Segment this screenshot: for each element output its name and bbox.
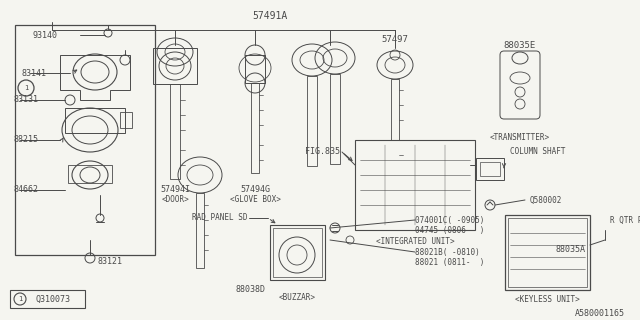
Text: 1: 1 bbox=[24, 85, 28, 91]
Bar bbox=[120, 112, 132, 128]
Text: 83121: 83121 bbox=[97, 258, 122, 267]
Text: 074001C( -0905): 074001C( -0905) bbox=[415, 215, 484, 225]
Text: 88035E: 88035E bbox=[504, 41, 536, 50]
Bar bbox=[391, 79, 399, 169]
Text: A580001165: A580001165 bbox=[575, 308, 625, 317]
Bar bbox=[270, 225, 325, 280]
Text: 1: 1 bbox=[18, 296, 22, 302]
Bar bbox=[307, 76, 317, 166]
Bar bbox=[245, 55, 265, 83]
Text: 57494G: 57494G bbox=[240, 186, 270, 195]
Text: 84662: 84662 bbox=[13, 186, 38, 195]
Bar bbox=[476, 158, 504, 180]
Text: Q310073: Q310073 bbox=[35, 294, 70, 303]
Text: COLUMN SHAFT: COLUMN SHAFT bbox=[509, 148, 565, 156]
Text: 88035A: 88035A bbox=[555, 245, 585, 254]
Text: 83131: 83131 bbox=[13, 95, 38, 105]
Text: RAD PANEL SD: RAD PANEL SD bbox=[193, 213, 248, 222]
Text: <GLOVE BOX>: <GLOVE BOX> bbox=[230, 196, 280, 204]
Text: 57491A: 57491A bbox=[252, 11, 287, 21]
Text: 88021B( -0810): 88021B( -0810) bbox=[415, 247, 480, 257]
Bar bbox=[355, 140, 475, 230]
Text: <TRANSMITTER>: <TRANSMITTER> bbox=[490, 133, 550, 142]
Text: 57497: 57497 bbox=[381, 36, 408, 44]
Text: 83141: 83141 bbox=[22, 68, 47, 77]
Bar bbox=[196, 193, 204, 268]
Bar bbox=[273, 228, 322, 277]
Text: FIG.835: FIG.835 bbox=[305, 148, 340, 156]
Bar bbox=[15, 25, 155, 255]
Text: <INTEGRATED UNIT>: <INTEGRATED UNIT> bbox=[376, 237, 454, 246]
Text: <DOOR>: <DOOR> bbox=[161, 196, 189, 204]
Bar bbox=[10, 290, 85, 308]
Bar bbox=[480, 162, 500, 176]
Text: 88021 (0811-  ): 88021 (0811- ) bbox=[415, 258, 484, 267]
Text: R QTR PANEL: R QTR PANEL bbox=[610, 215, 640, 225]
Bar bbox=[508, 218, 587, 287]
Bar bbox=[330, 74, 340, 164]
Bar bbox=[505, 215, 590, 290]
Text: 88215: 88215 bbox=[13, 135, 38, 145]
Bar bbox=[65, 108, 125, 133]
Text: <KEYLESS UNIT>: <KEYLESS UNIT> bbox=[515, 295, 579, 305]
Text: 04745 (0806-  ): 04745 (0806- ) bbox=[415, 226, 484, 235]
Text: 93140: 93140 bbox=[33, 30, 58, 39]
Bar bbox=[170, 84, 180, 179]
Text: <BUZZAR>: <BUZZAR> bbox=[278, 292, 316, 301]
Text: 88038D: 88038D bbox=[235, 285, 265, 294]
Text: 57494I: 57494I bbox=[160, 186, 190, 195]
Bar bbox=[251, 83, 259, 173]
Bar bbox=[153, 48, 197, 84]
Text: Q580002: Q580002 bbox=[530, 196, 563, 204]
Bar bbox=[68, 165, 112, 183]
